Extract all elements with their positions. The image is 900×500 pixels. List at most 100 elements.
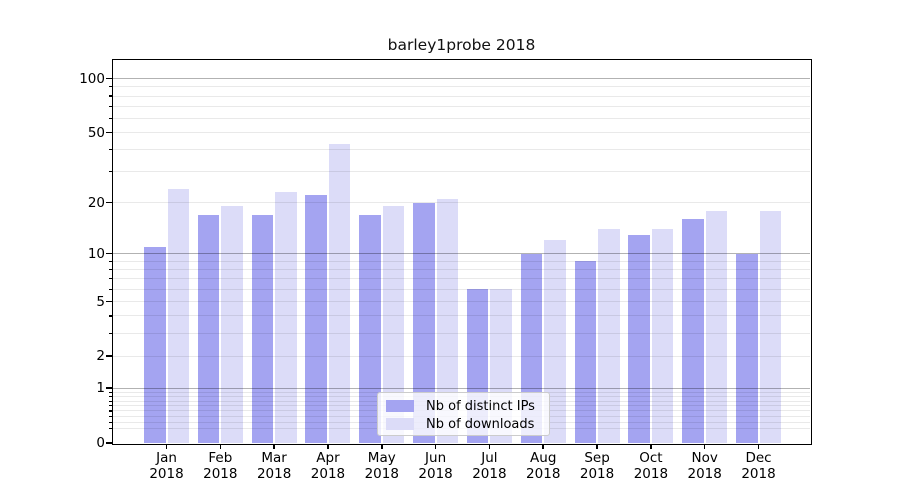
y-axis-minor-tick xyxy=(108,288,113,290)
y-axis-minor-tick xyxy=(108,171,113,173)
y-axis-minor-tick xyxy=(108,400,113,402)
y-axis-label: 50 xyxy=(87,124,105,141)
legend-swatch-downloads xyxy=(386,418,414,430)
y-axis-minor-tick xyxy=(108,105,113,108)
x-axis-year: 2018 xyxy=(418,465,453,482)
bar-ips-apr xyxy=(305,195,327,443)
y-axis-label: 5 xyxy=(96,293,105,310)
minor-gridline xyxy=(113,315,810,317)
y-axis-tick xyxy=(106,387,113,390)
bar-downloads-mar xyxy=(275,192,297,443)
major-gridline xyxy=(113,253,810,255)
x-axis-year: 2018 xyxy=(741,465,776,482)
chart-title: barley1probe 2018 xyxy=(387,36,536,54)
y-axis-minor-tick xyxy=(108,86,113,88)
x-axis-tick xyxy=(273,444,275,449)
x-axis-month: Feb xyxy=(208,450,233,466)
y-axis-minor-tick xyxy=(108,117,113,119)
x-axis-year: 2018 xyxy=(526,465,561,482)
x-axis-label-may: May 2018 xyxy=(350,450,414,482)
legend-label-downloads: Nb of downloads xyxy=(426,416,535,432)
y-axis-label: 10 xyxy=(87,245,105,262)
legend-swatch-distinct-ips xyxy=(386,400,414,412)
bar-downloads-sep xyxy=(598,229,620,443)
x-axis-year: 2018 xyxy=(579,465,615,482)
x-axis-label-jun: Jun 2018 xyxy=(404,450,468,482)
x-axis-month: Oct xyxy=(639,450,663,466)
x-axis-label-jan: Jan 2018 xyxy=(135,450,199,482)
x-axis-year: 2018 xyxy=(310,465,346,482)
x-axis-label-dec: Dec 2018 xyxy=(727,450,791,482)
x-axis-month: Apr xyxy=(316,450,340,466)
bar-ips-jan xyxy=(144,246,166,443)
x-axis-label-sep: Sep 2018 xyxy=(565,450,629,482)
grid-layer xyxy=(113,60,810,443)
y-axis-minor-tick xyxy=(108,95,113,97)
x-axis-month: Sep xyxy=(584,450,610,466)
x-axis-year: 2018 xyxy=(633,465,669,482)
y-axis-minor-tick xyxy=(108,405,113,407)
y-axis-minor-tick xyxy=(108,415,113,418)
minor-gridline xyxy=(113,301,810,303)
x-axis-label-apr: Apr 2018 xyxy=(296,450,360,482)
y-axis-minor-tick xyxy=(108,268,113,271)
minor-gridline xyxy=(113,278,810,280)
y-axis-minor-tick xyxy=(108,428,113,430)
x-axis-month: Jan xyxy=(156,450,177,466)
plot-area xyxy=(111,58,812,445)
y-axis-tick xyxy=(106,442,113,444)
x-axis-month: May xyxy=(367,450,396,466)
minor-gridline xyxy=(113,86,810,88)
y-axis-tick xyxy=(106,252,113,255)
y-axis-minor-tick xyxy=(108,410,113,412)
x-axis-tick xyxy=(434,444,437,449)
legend-label-distinct-ips: Nb of distinct IPs xyxy=(426,398,535,414)
x-axis-year: 2018 xyxy=(364,465,399,482)
y-axis-minor-tick xyxy=(108,421,113,423)
y-axis-minor-tick xyxy=(108,278,113,280)
x-axis-year: 2018 xyxy=(203,465,238,482)
x-axis-label-oct: Oct 2018 xyxy=(619,450,683,482)
x-axis-tick xyxy=(703,444,706,449)
minor-gridline xyxy=(113,132,810,134)
minor-gridline xyxy=(113,260,810,262)
x-axis-month: Jun xyxy=(425,450,447,466)
y-axis-minor-tick xyxy=(108,395,113,398)
y-axis-tick xyxy=(106,201,113,204)
y-axis-minor-tick xyxy=(108,391,113,393)
legend-row-downloads: Nb of downloads xyxy=(378,415,549,433)
bar-ips-sep xyxy=(574,261,597,443)
y-axis-minor-tick xyxy=(108,332,113,335)
bar-downloads-apr xyxy=(328,144,351,443)
minor-gridline xyxy=(113,149,810,151)
bar-downloads-dec xyxy=(759,210,782,443)
minor-gridline xyxy=(113,269,810,271)
x-axis-month: Jul xyxy=(481,450,498,466)
y-axis-label: 20 xyxy=(87,194,105,211)
bar-ips-mar xyxy=(251,214,274,443)
x-axis-tick xyxy=(650,444,652,449)
bar-downloads-aug xyxy=(544,240,566,443)
bar-downloads-nov xyxy=(705,210,728,443)
minor-gridline xyxy=(113,117,810,119)
y-axis-tick xyxy=(106,77,113,80)
bar-ips-dec xyxy=(736,253,758,443)
major-gridline xyxy=(113,78,810,80)
x-axis-tick xyxy=(542,444,544,449)
x-axis-label-aug: Aug 2018 xyxy=(511,450,575,482)
minor-gridline xyxy=(113,202,810,204)
x-axis-year: 2018 xyxy=(687,465,722,482)
minor-gridline xyxy=(113,95,810,97)
x-axis-year: 2018 xyxy=(256,465,292,482)
y-axis-label: 100 xyxy=(79,70,105,87)
y-axis-tick xyxy=(106,300,113,303)
minor-gridline xyxy=(113,171,810,173)
x-axis-month: Aug xyxy=(530,450,557,466)
x-axis-label-jul: Jul 2018 xyxy=(457,450,521,482)
x-axis-month: Nov xyxy=(691,450,718,466)
bar-downloads-jan xyxy=(167,188,189,443)
y-axis-minor-tick xyxy=(108,315,113,317)
minor-gridline xyxy=(113,105,810,107)
